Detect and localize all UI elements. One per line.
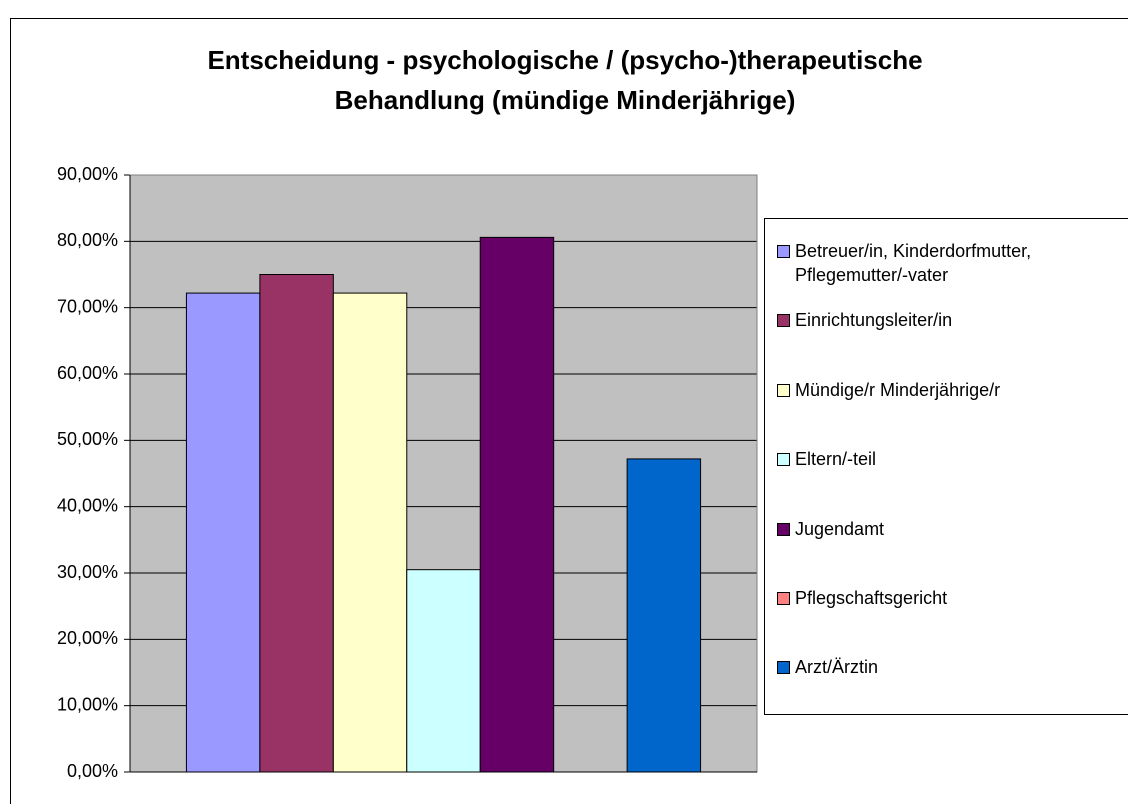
y-tick-label: 30,00% xyxy=(57,562,118,582)
legend: Betreuer/in, Kinderdorfmutter, Pflegemut… xyxy=(764,218,1128,715)
y-tick-label: 0,00% xyxy=(67,761,118,781)
legend-entry: Pflegschaftsgericht xyxy=(777,586,1128,610)
bar xyxy=(185,292,261,773)
legend-swatch xyxy=(777,453,790,467)
y-tick-label: 80,00% xyxy=(57,230,118,250)
legend-entry: Mündige/r Minderjährige/r xyxy=(777,378,1128,402)
bar xyxy=(406,569,481,773)
y-tick-label: 90,00% xyxy=(57,164,118,184)
legend-swatch xyxy=(777,522,790,536)
legend-swatch xyxy=(777,592,790,605)
y-tick-label: 50,00% xyxy=(57,429,118,449)
legend-entry: Betreuer/in, Kinderdorfmutter, Pflegemut… xyxy=(777,239,1075,287)
legend-swatch xyxy=(777,383,790,397)
legend-entry: Arzt/Ärztin xyxy=(777,655,1128,679)
bar xyxy=(259,274,334,773)
legend-label: Arzt/Ärztin xyxy=(795,657,879,678)
legend-label: Pflegschaftsgericht xyxy=(795,588,948,608)
y-tick-label: 20,00% xyxy=(57,628,118,648)
y-tick-label: 70,00% xyxy=(57,296,118,316)
y-tick-label: 10,00% xyxy=(57,694,118,714)
legend-label: Mündige/r Minderjährige/r xyxy=(795,379,1001,400)
legend-swatch xyxy=(777,314,790,328)
legend-label: Einrichtungsleiter/in xyxy=(795,310,953,331)
bar xyxy=(479,236,555,773)
bar xyxy=(332,292,408,773)
legend-entry: Jugendamt xyxy=(777,517,1128,541)
bar xyxy=(626,458,702,773)
legend-label: Eltern/-teil xyxy=(795,449,877,470)
legend-entry: Eltern/-teil xyxy=(777,447,1128,471)
legend-swatch xyxy=(777,661,790,675)
legend-swatch xyxy=(777,245,790,258)
legend-entry: Einrichtungsleiter/in xyxy=(777,308,1128,332)
chart-title: Entscheidung - psychologische / (psycho-… xyxy=(207,45,923,115)
legend-label: Jugendamt xyxy=(795,518,885,539)
legend-label: Betreuer/in, Kinderdorfmutter, Pflegemut… xyxy=(795,241,1032,285)
y-tick-label: 40,00% xyxy=(57,495,118,515)
y-tick-label: 60,00% xyxy=(57,363,118,383)
